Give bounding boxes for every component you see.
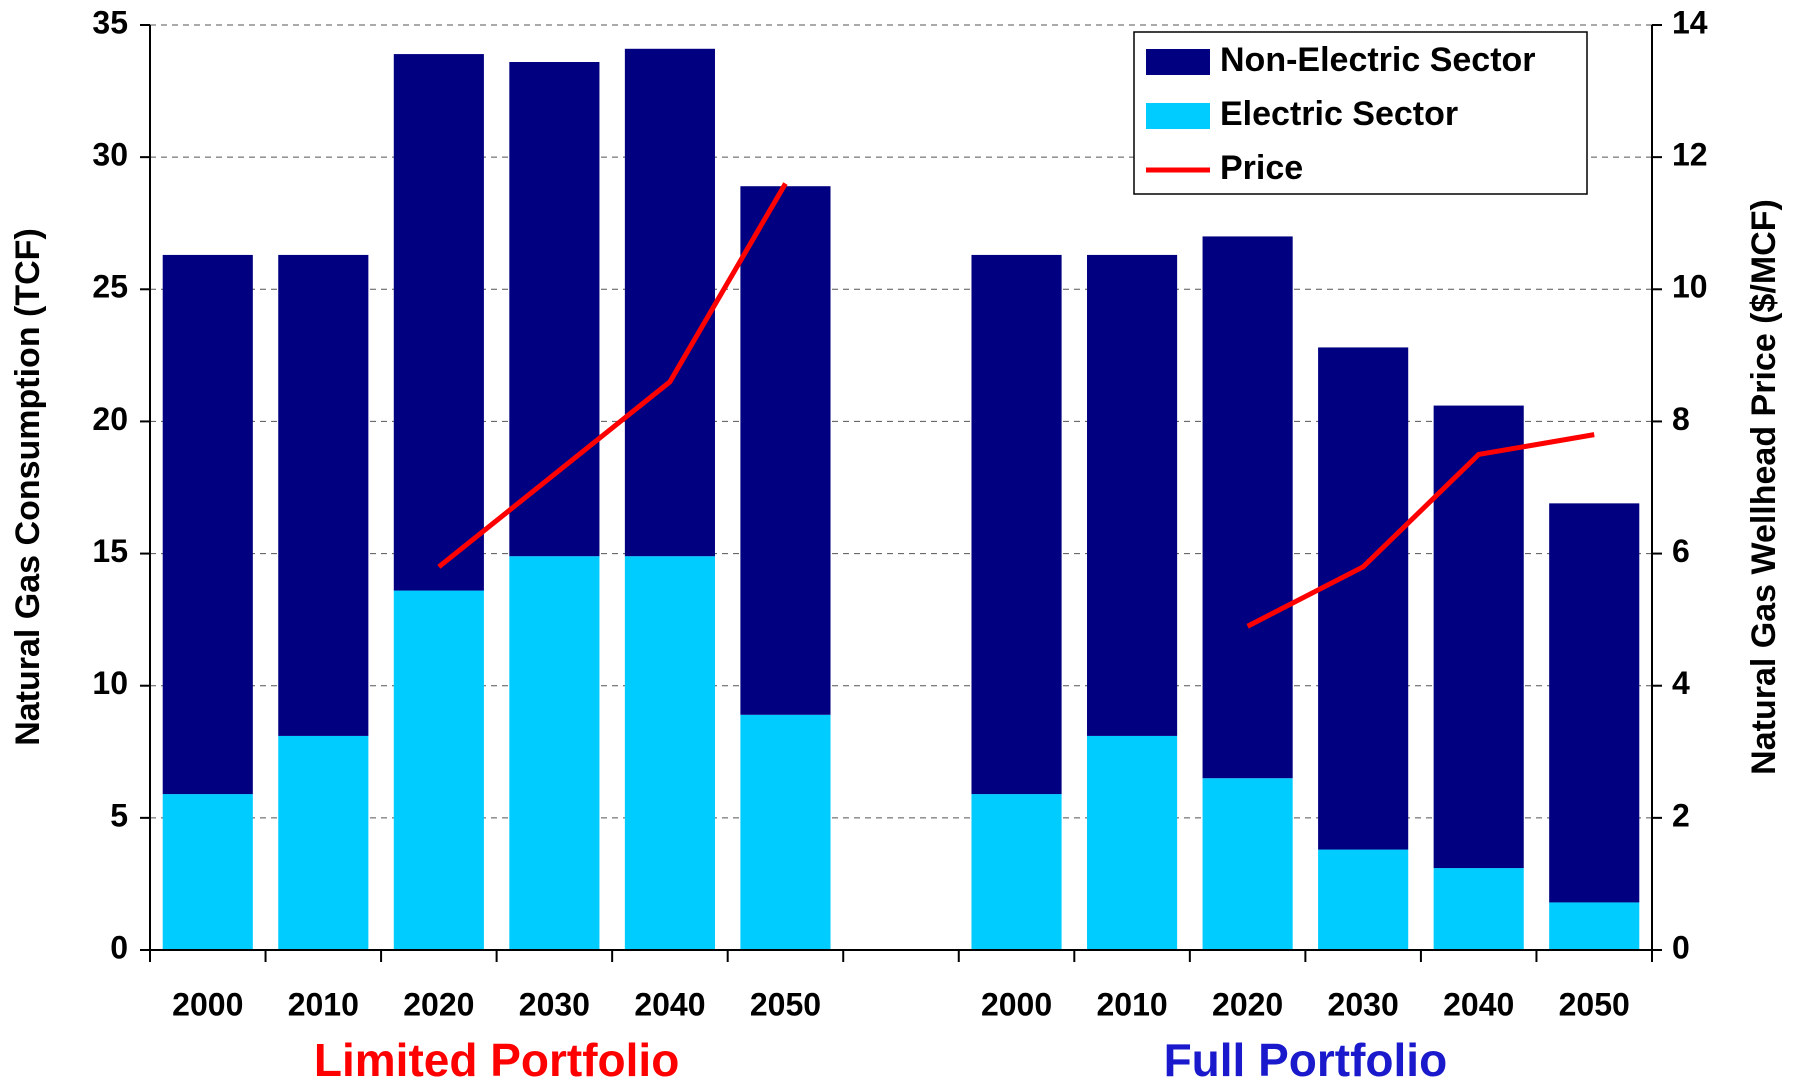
x-tick-label: 2020 — [403, 986, 474, 1022]
bar-segment — [1318, 849, 1409, 950]
legend-label: Electric Sector — [1220, 95, 1458, 133]
y2-tick-label: 12 — [1672, 137, 1708, 173]
y2-tick-label: 14 — [1672, 4, 1708, 40]
bar-segment — [1087, 254, 1178, 736]
x-tick-label: 2050 — [750, 986, 821, 1022]
x-tick-label: 2010 — [288, 986, 359, 1022]
bar-segment — [1433, 868, 1524, 950]
legend-label: Price — [1220, 149, 1303, 187]
y-axis-label: Natural Gas Consumption (TCF) — [9, 228, 47, 746]
price-line — [437, 182, 1595, 629]
bar-segment — [1087, 735, 1178, 950]
legend-label: Non-Electric Sector — [1220, 41, 1536, 79]
bar-segment — [1318, 347, 1409, 850]
bar-segment — [393, 54, 484, 591]
bar-segment — [624, 556, 715, 950]
y2-tick-label: 10 — [1672, 269, 1708, 305]
y-tick-label: 30 — [92, 137, 128, 173]
y2-tick-label: 4 — [1672, 665, 1690, 701]
bar-segment — [1202, 236, 1293, 779]
y-tick-label: 5 — [110, 797, 128, 833]
bar-segment — [624, 48, 715, 557]
y-tick-label: 35 — [92, 4, 128, 40]
bar-segment — [278, 735, 369, 950]
bar-segment — [971, 254, 1062, 795]
y-tick-label: 15 — [92, 533, 128, 569]
x-tick-label: 2030 — [1328, 986, 1399, 1022]
legend-swatch — [1146, 103, 1210, 129]
y-tick-label: 10 — [92, 665, 128, 701]
x-tick-label: 2040 — [1443, 986, 1514, 1022]
bar-segment — [1549, 503, 1640, 903]
x-tick-label: 2040 — [634, 986, 705, 1022]
y-tick-label: 25 — [92, 269, 128, 305]
y-tick-label: 20 — [92, 401, 128, 437]
bar-segment — [1202, 778, 1293, 950]
group-label: Limited Portfolio — [314, 1034, 679, 1086]
x-tick-label: 2010 — [1096, 986, 1167, 1022]
y2-axis-label: Natural Gas Wellhead Price ($/MCF) — [1745, 199, 1783, 775]
x-tick-label: 2030 — [519, 986, 590, 1022]
bar-segment — [740, 186, 831, 715]
legend-swatch — [1146, 49, 1210, 75]
x-tick-label: 2050 — [1559, 986, 1630, 1022]
x-tick-label: 2020 — [1212, 986, 1283, 1022]
group-label: Full Portfolio — [1164, 1034, 1448, 1086]
y2-tick-label: 8 — [1672, 401, 1690, 437]
bar-segment — [1433, 405, 1524, 869]
bar-segment — [971, 794, 1062, 950]
bar-segment — [162, 254, 253, 795]
bar-segment — [509, 62, 600, 557]
bar-segment — [740, 714, 831, 950]
y2-tick-label: 0 — [1672, 929, 1690, 965]
y2-tick-label: 6 — [1672, 533, 1690, 569]
bar-segment — [278, 254, 369, 736]
y-tick-label: 0 — [110, 929, 128, 965]
x-tick-label: 2000 — [981, 986, 1052, 1022]
x-tick-label: 2000 — [172, 986, 243, 1022]
bar-segment — [509, 556, 600, 950]
bar-segment — [393, 590, 484, 950]
y2-tick-label: 2 — [1672, 797, 1690, 833]
bar-segment — [162, 794, 253, 950]
bar-segment — [1549, 902, 1640, 950]
